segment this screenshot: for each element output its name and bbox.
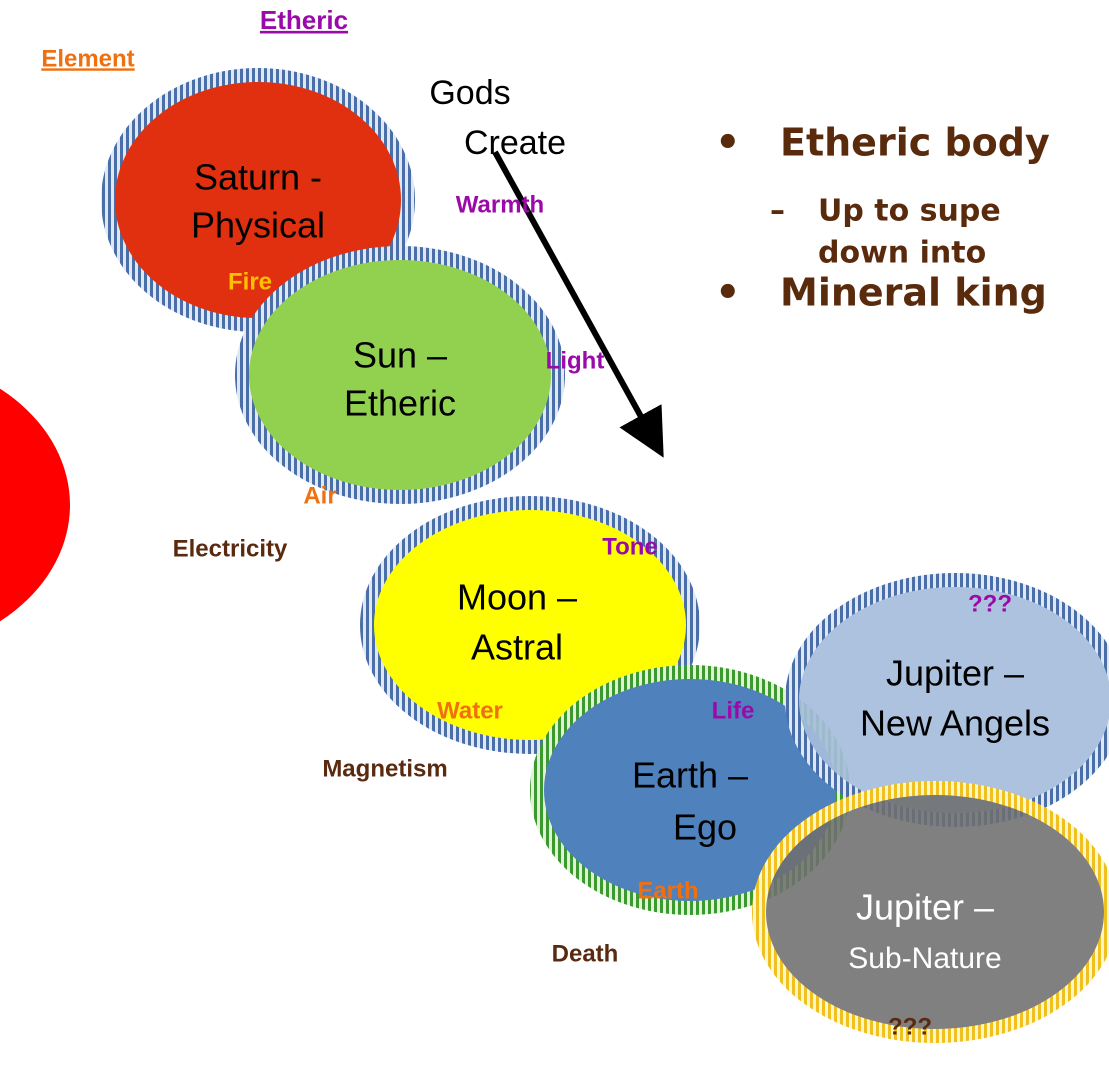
bullet-dot: •	[715, 120, 741, 166]
sub-text: down into	[818, 236, 986, 271]
node-label: Saturn -	[194, 157, 322, 198]
node-label: Jupiter –	[856, 887, 994, 928]
element-label: Water	[437, 697, 503, 724]
etheric-label: ???	[968, 590, 1012, 617]
element-label: Air	[303, 482, 336, 509]
jupiter-subnature-circle	[752, 781, 1109, 1043]
arrow-label: Create	[464, 124, 566, 162]
force-label: Magnetism	[322, 755, 447, 782]
arrow	[492, 150, 664, 458]
partial-circle	[0, 388, 70, 622]
sun-circle	[235, 246, 565, 504]
node-label: Jupiter –	[886, 653, 1024, 694]
force-label: Death	[552, 940, 619, 967]
bullet-dot: •	[715, 270, 741, 316]
force-label: ???	[888, 1013, 932, 1040]
etheric-label: Tone	[602, 533, 658, 560]
arrow-label: Gods	[429, 74, 510, 112]
node-label: New Angels	[860, 703, 1050, 744]
etheric-label: Warmth	[456, 191, 544, 218]
node-label: Sub-Nature	[848, 942, 1001, 975]
element-label: Earth	[637, 877, 698, 904]
node-label: Physical	[191, 205, 325, 246]
node-label: Moon –	[457, 577, 577, 618]
sub-dash: –	[770, 194, 785, 229]
node-label: Etheric	[344, 383, 456, 424]
sub-text: Up to supe	[818, 194, 1001, 229]
header-etheric: Etheric	[260, 5, 348, 35]
header-element: Element	[41, 45, 134, 72]
node-label: Sun –	[353, 335, 447, 376]
node-label: Ego	[673, 807, 737, 848]
element-label: Fire	[228, 268, 272, 295]
node-label: Astral	[471, 627, 563, 668]
bullet-text: Mineral king	[780, 271, 1047, 315]
bullet-text: Etheric body	[780, 121, 1050, 165]
etheric-label: Light	[546, 347, 605, 374]
etheric-label: Life	[712, 697, 755, 724]
node-label: Earth –	[632, 755, 748, 796]
force-label: Electricity	[173, 535, 288, 562]
